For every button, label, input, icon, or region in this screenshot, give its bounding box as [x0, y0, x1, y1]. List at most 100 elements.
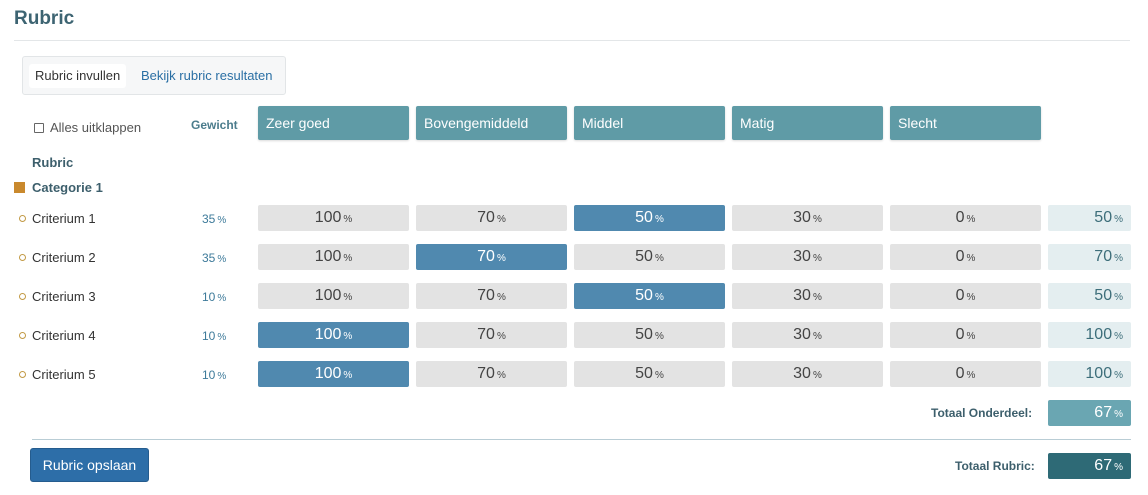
rubric-cell-unit: % — [343, 331, 353, 342]
criterion-status-icon — [19, 371, 26, 378]
rubric-cell-1[interactable]: 70% — [416, 361, 567, 387]
rubric-cell-unit: % — [343, 292, 353, 303]
rubric-cell-unit: % — [966, 331, 976, 342]
rubric-cell-unit: % — [812, 253, 822, 264]
level-header-3: Matig — [732, 106, 883, 140]
rubric-cell-3[interactable]: 30% — [732, 283, 883, 309]
title-divider — [14, 40, 1130, 41]
rubric-cell-value: 30 — [793, 326, 811, 343]
criterion-score-value: 50 — [1094, 209, 1113, 226]
criterion-status-icon — [19, 215, 26, 222]
expand-all-label: Alles uitklappen — [50, 120, 142, 135]
criterion-weight-unit: % — [217, 215, 227, 226]
rubric-cell-4[interactable]: 0% — [890, 244, 1041, 270]
rubric-cell-unit: % — [496, 370, 506, 381]
tab-rubric-resultaten[interactable]: Bekijk rubric resultaten — [141, 68, 273, 83]
rubric-cell-1[interactable]: 70% — [416, 283, 567, 309]
page-title: Rubric — [14, 8, 75, 29]
rubric-cell-2[interactable]: 50% — [574, 205, 725, 231]
rubric-cell-unit: % — [654, 370, 664, 381]
rubric-cell-value: 100 — [314, 248, 342, 265]
rubric-cell-value: 100 — [314, 326, 342, 343]
rubric-cell-3[interactable]: 30% — [732, 322, 883, 348]
rubric-cell-unit: % — [966, 253, 976, 264]
rubric-cell-unit: % — [966, 214, 976, 225]
category-color-marker — [14, 182, 25, 193]
criterion-score: 100% — [1048, 361, 1131, 387]
rubric-cell-value: 50 — [635, 365, 653, 382]
rubric-cell-2[interactable]: 50% — [574, 322, 725, 348]
rubric-cell-unit: % — [496, 331, 506, 342]
save-rubric-button[interactable]: Rubric opslaan — [30, 448, 149, 482]
rubric-cell-unit: % — [654, 331, 664, 342]
expand-all-checkbox[interactable] — [34, 122, 44, 133]
rubric-cell-unit: % — [812, 292, 822, 303]
criterion-name: Criterium 1 — [32, 211, 96, 226]
criterion-score: 50% — [1048, 283, 1131, 309]
rubric-cell-value: 0 — [955, 287, 965, 304]
criterion-weight: 10% — [202, 329, 226, 343]
rubric-total-label: Totaal Rubric: — [955, 459, 1035, 473]
criterion-weight: 35% — [202, 251, 226, 265]
rubric-cell-0[interactable]: 100% — [258, 361, 409, 387]
rubric-cell-4[interactable]: 0% — [890, 283, 1041, 309]
criterion-weight-unit: % — [217, 293, 227, 304]
rubric-total-value: 67% — [1048, 453, 1131, 479]
criterion-score-value: 100 — [1085, 326, 1113, 343]
criterion-name: Criterium 3 — [32, 289, 96, 304]
rubric-cell-unit: % — [496, 214, 506, 225]
category-label: Categorie 1 — [32, 180, 103, 195]
rubric-cell-value: 70 — [477, 209, 495, 226]
rubric-cell-unit: % — [343, 214, 353, 225]
tab-rubric-invullen[interactable]: Rubric invullen — [29, 64, 127, 88]
rubric-cell-unit: % — [966, 292, 976, 303]
criterion-status-icon — [19, 293, 26, 300]
rubric-cell-0[interactable]: 100% — [258, 205, 409, 231]
rubric-cell-unit: % — [496, 253, 506, 264]
rubric-cell-4[interactable]: 0% — [890, 361, 1041, 387]
criterion-score-value: 50 — [1094, 287, 1113, 304]
rubric-cell-unit: % — [812, 214, 822, 225]
rubric-cell-value: 50 — [635, 287, 653, 304]
rubric-cell-value: 0 — [955, 248, 965, 265]
rubric-cell-4[interactable]: 0% — [890, 322, 1041, 348]
level-header-0: Zeer goed — [258, 106, 409, 140]
rubric-cell-unit: % — [966, 370, 976, 381]
rubric-cell-value: 50 — [635, 326, 653, 343]
rubric-cell-1[interactable]: 70% — [416, 322, 567, 348]
rubric-cell-3[interactable]: 30% — [732, 205, 883, 231]
criterion-score-unit: % — [1114, 370, 1123, 381]
rubric-cell-value: 70 — [477, 326, 495, 343]
rubric-cell-2[interactable]: 50% — [574, 283, 725, 309]
rubric-cell-value: 30 — [793, 248, 811, 265]
section-total-value: 67% — [1048, 400, 1131, 426]
rubric-cell-0[interactable]: 100% — [258, 322, 409, 348]
rubric-cell-value: 30 — [793, 365, 811, 382]
rubric-cell-3[interactable]: 30% — [732, 244, 883, 270]
rubric-cell-unit: % — [654, 292, 664, 303]
rubric-cell-1[interactable]: 70% — [416, 205, 567, 231]
rubric-cell-1[interactable]: 70% — [416, 244, 567, 270]
rubric-cell-3[interactable]: 30% — [732, 361, 883, 387]
rubric-cell-value: 50 — [635, 209, 653, 226]
rubric-cell-2[interactable]: 50% — [574, 361, 725, 387]
criterion-weight: 35% — [202, 212, 226, 226]
rubric-cell-value: 70 — [477, 365, 495, 382]
rubric-cell-2[interactable]: 50% — [574, 244, 725, 270]
criterion-weight-value: 35 — [202, 212, 216, 226]
weight-column-header: Gewicht — [191, 118, 238, 132]
section-total-label: Totaal Onderdeel: — [931, 406, 1033, 420]
criterion-weight-unit: % — [217, 371, 227, 382]
criterion-name: Criterium 2 — [32, 250, 96, 265]
rubric-cell-4[interactable]: 0% — [890, 205, 1041, 231]
rubric-cell-unit: % — [343, 253, 353, 264]
rubric-cell-0[interactable]: 100% — [258, 244, 409, 270]
expand-all-toggle[interactable]: Alles uitklappen — [34, 120, 141, 135]
rubric-cell-0[interactable]: 100% — [258, 283, 409, 309]
criterion-score-unit: % — [1114, 292, 1123, 303]
rubric-cell-value: 0 — [955, 209, 965, 226]
rubric-cell-unit: % — [654, 214, 664, 225]
rubric-cell-value: 100 — [314, 209, 342, 226]
criterion-name: Criterium 5 — [32, 367, 96, 382]
criterion-score: 50% — [1048, 205, 1131, 231]
